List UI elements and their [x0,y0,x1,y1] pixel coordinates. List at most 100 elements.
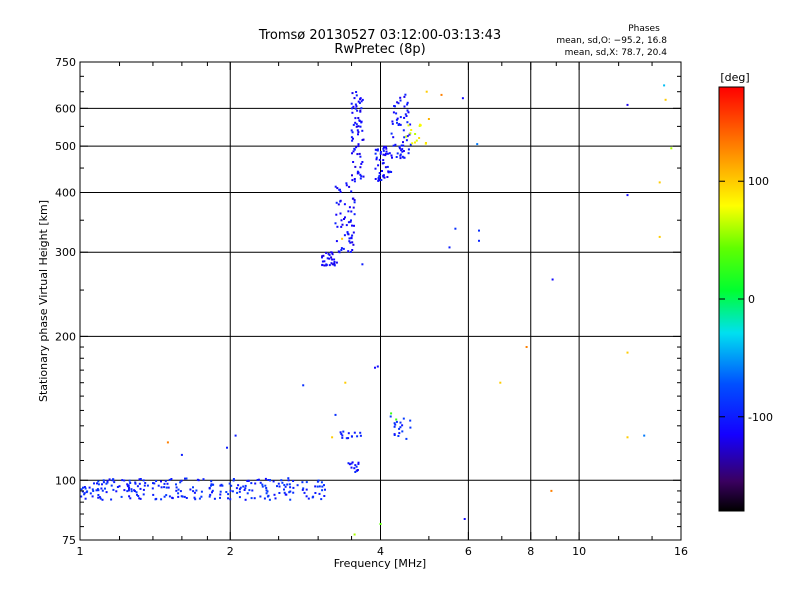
data-point [354,464,357,467]
colorbar-ticks: 100 0 -100 [718,86,773,512]
data-point [354,165,357,168]
data-point [353,201,356,204]
data-point [393,433,396,436]
data-point [658,181,661,184]
data-point [320,481,323,484]
data-point [351,174,353,177]
data-point [175,483,177,486]
data-point [550,489,553,492]
data-point [130,490,133,493]
data-point [355,465,358,468]
data-point [171,496,174,499]
data-point [160,486,163,489]
data-point [105,491,108,494]
data-point [244,484,247,487]
data-point [318,492,321,495]
data-point [314,485,317,488]
data-point [339,200,342,203]
data-point [399,426,402,429]
data-point [185,477,188,480]
data-point [354,103,357,106]
data-point [335,240,338,243]
y-tick-labels: 75 100 200 300 400 500 600 750 [55,56,76,547]
data-point [499,381,502,384]
data-point [328,257,331,260]
data-point [388,152,391,155]
data-point [348,185,351,188]
data-point [200,490,203,493]
data-point [389,415,392,418]
data-point [254,482,257,485]
data-point [399,116,402,119]
data-point [123,489,126,492]
data-point [305,495,308,498]
data-point [228,482,231,485]
data-point [394,423,397,426]
data-point [320,498,323,501]
data-point [281,481,284,484]
y-tick-label: 200 [55,330,76,343]
data-point [322,254,325,257]
data-point [350,219,352,222]
data-point [399,99,402,102]
data-point [120,495,123,498]
data-point [399,153,402,156]
data-point [403,116,406,119]
data-point [323,264,326,267]
data-point [325,264,328,266]
y-tick-label: 300 [55,246,76,259]
data-point [351,152,353,155]
data-point [266,495,269,498]
data-point [86,490,89,493]
data-point [343,218,345,220]
data-point [353,533,356,536]
x-tick-label: 6 [465,545,472,558]
data-point [211,491,213,494]
data-point [130,488,133,491]
data-point [391,122,394,125]
phase-stats-x: mean, sd,X: 78.7, 20.4 [565,48,668,58]
data-point [219,490,222,493]
data-point [396,152,399,155]
data-point [386,152,389,155]
data-point [357,143,360,146]
data-point [401,148,404,151]
data-point [478,239,480,242]
data-point [345,184,348,187]
data-point [400,144,403,147]
data-point [381,170,383,172]
data-point [355,105,358,108]
data-point [405,115,408,117]
data-point [286,483,289,486]
data-point [168,495,171,498]
data-point [278,492,281,494]
data-point [378,179,381,182]
data-point [277,482,280,485]
data-point [289,498,292,501]
data-point [263,497,266,500]
data-point [264,477,267,480]
data-point [403,105,406,108]
data-point [129,482,132,484]
data-point [525,346,528,348]
data-point [110,498,113,501]
data-point [377,176,380,179]
data-point [353,180,356,183]
data-point [406,103,409,106]
data-point [362,175,365,178]
data-point [374,167,377,170]
data-point [396,121,398,124]
x-axis-label: Frequency [MHz] [334,557,426,570]
data-point [395,156,398,158]
data-point [335,213,338,216]
data-point [284,493,287,496]
data-point [284,485,287,488]
data-point [414,133,417,135]
data-point [357,461,360,464]
data-point [136,493,138,496]
data-point [411,142,414,145]
data-point [138,497,141,500]
data-point [84,487,87,490]
data-point [331,263,334,266]
